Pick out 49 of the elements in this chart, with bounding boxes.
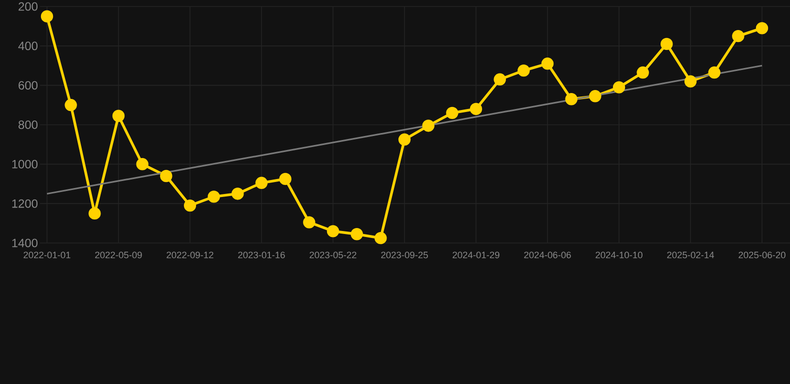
y-tick-label: 1000 <box>12 160 38 168</box>
y-tick-label: 600 <box>18 81 38 90</box>
point <box>636 66 649 79</box>
point <box>64 98 77 112</box>
x-tick-label: 2023-05-22 <box>310 252 356 258</box>
point <box>612 81 626 94</box>
x-tick-label: 2022-09-12 <box>166 252 214 258</box>
point <box>279 172 292 186</box>
point <box>40 10 54 22</box>
point <box>303 216 316 228</box>
x-tick-label: 2025-02-14 <box>667 252 714 258</box>
x-tick-label: 2024-10-10 <box>596 252 642 258</box>
point <box>208 190 220 203</box>
point <box>541 58 554 70</box>
point <box>756 22 768 34</box>
x-tick-label: 2023-09-25 <box>381 252 428 258</box>
point <box>112 110 125 122</box>
point <box>470 102 482 116</box>
point <box>160 170 172 182</box>
point <box>232 188 244 200</box>
y-tick-label: 200 <box>18 2 38 11</box>
point <box>422 120 434 132</box>
point <box>184 199 196 212</box>
x-tick-label: 2024-01-29 <box>452 252 500 258</box>
point <box>326 225 340 238</box>
point <box>494 73 506 86</box>
point <box>708 66 720 79</box>
y-tick-label: 1400 <box>12 238 38 248</box>
x-tick-label: 2025-06-20 <box>738 252 786 258</box>
point <box>255 176 268 189</box>
y-tick-label: 800 <box>18 120 38 129</box>
x-tick-label: 2023-01-16 <box>238 252 285 258</box>
y-tick-label: 1200 <box>12 199 38 208</box>
point <box>88 207 101 220</box>
x-tick-label: 2022-01-01 <box>24 252 70 258</box>
point <box>446 106 458 120</box>
point <box>398 133 411 146</box>
point <box>374 232 387 244</box>
point <box>565 93 578 106</box>
point <box>350 228 363 240</box>
x-tick-label: 2024-06-06 <box>524 252 571 258</box>
y-tick-label: 400 <box>18 42 38 50</box>
x-tick-label: 2022-05-09 <box>95 252 142 258</box>
point <box>136 158 148 170</box>
point <box>732 30 744 42</box>
point <box>660 38 673 50</box>
point <box>589 90 602 102</box>
point <box>518 64 530 77</box>
point <box>684 75 697 88</box>
